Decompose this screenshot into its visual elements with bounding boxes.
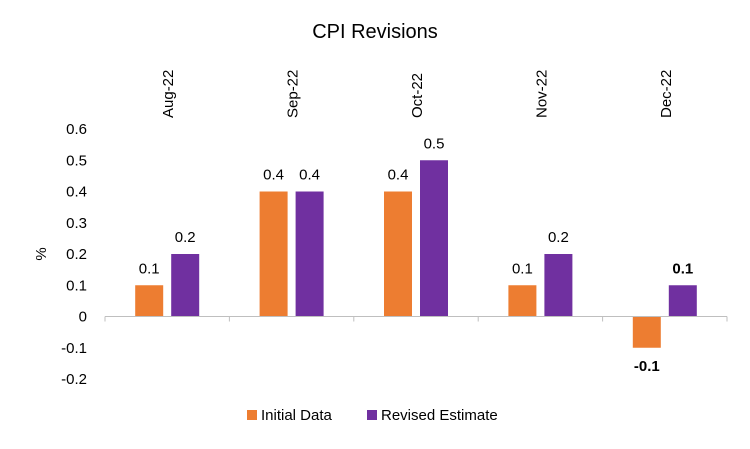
y-tick-label: 0.6 [66,121,87,138]
legend-swatch [247,410,257,420]
bar-initial-data [508,285,537,317]
y-tick-label: 0.2 [66,246,87,263]
y-tick-label: 0.4 [66,184,87,201]
category-label: Oct-22 [409,73,426,118]
category-label: Aug-22 [160,70,177,118]
bar-revised-estimate [171,254,200,317]
data-label: 0.4 [388,167,409,184]
bar-revised-estimate [295,191,324,317]
data-label: 0.2 [548,229,569,246]
y-axis-label: % [33,247,50,260]
data-labels: 0.1 0.4 0.4 0.1 -0.1 0.2 0.4 0.5 0.2 0.1 [139,135,693,375]
y-tick-label: 0.3 [66,215,87,232]
data-label: -0.1 [634,358,660,375]
y-tick-label: 0 [79,309,87,326]
category-label: Sep-22 [285,70,302,118]
bar-revised-estimate [544,254,573,317]
bar-initial-data [384,191,412,317]
data-label: 0.1 [512,260,533,277]
legend-label: Revised Estimate [381,407,498,424]
y-tick-label: -0.2 [61,371,87,388]
data-label: 0.4 [263,167,284,184]
legend-swatch [367,410,377,420]
data-label: 0.1 [672,260,693,277]
y-tick-label: -0.1 [61,340,87,357]
data-label: 0.4 [299,167,320,184]
chart-title: CPI Revisions [312,21,438,43]
x-axis [104,316,728,322]
category-label: Nov-22 [533,70,550,118]
bar-initial-data [135,285,164,317]
legend: Initial Data Revised Estimate [247,407,498,424]
bar-revised-estimate [668,285,697,317]
data-label: 0.2 [175,229,196,246]
bar-initial-data [259,191,288,317]
legend-label: Initial Data [261,407,333,424]
bars [135,160,697,348]
y-tick-label: 0.5 [66,152,87,169]
data-label: 0.1 [139,260,160,277]
bar-initial-data [632,316,661,348]
y-tick-label: 0.1 [66,277,87,294]
category-label: Dec-22 [658,70,675,118]
y-axis-ticks: -0.2 -0.1 0 0.1 0.2 0.3 0.4 0.5 0.6 [61,121,87,388]
bar-revised-estimate [420,160,448,317]
data-label: 0.5 [424,135,445,152]
category-labels: Aug-22 Sep-22 Oct-22 Nov-22 Dec-22 [160,70,675,118]
